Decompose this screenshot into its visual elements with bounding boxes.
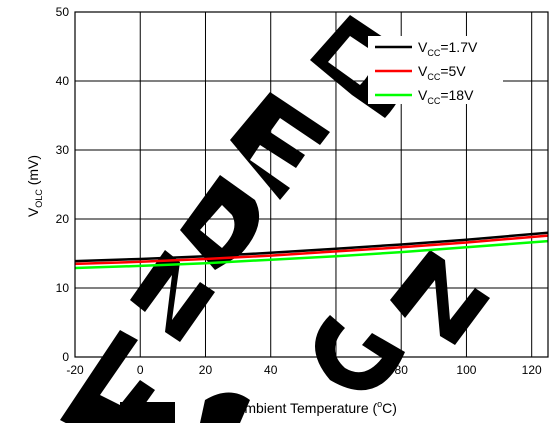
x-tick-label: 0 <box>137 363 144 377</box>
x-axis-title-unit: C <box>382 400 392 416</box>
plot-lines <box>74 231 549 270</box>
x-tick-label: 40 <box>264 363 278 377</box>
y-tick-label: 20 <box>56 212 70 226</box>
plot-frame <box>74 11 549 358</box>
x-axis-title-close: ) <box>392 400 397 416</box>
y-axis-title-main: V <box>25 207 41 217</box>
y-tick-label: 50 <box>56 5 70 19</box>
watermark-shape <box>60 330 155 423</box>
y-tick-label: 0 <box>62 350 69 364</box>
x-axis-title-main: Ambient Temperature ( <box>235 400 377 416</box>
legend-label-vcc-5v: VCC=5V <box>418 63 466 82</box>
y-tick-label: 10 <box>56 281 70 295</box>
watermark-shape <box>230 92 330 200</box>
x-tick-label: -20 <box>66 363 84 377</box>
watermark-shape <box>390 250 490 345</box>
legend-label-vcc-1-7v: VCC=1.7V <box>418 39 478 58</box>
x-tick-label: 100 <box>456 363 476 377</box>
grid <box>75 12 548 357</box>
legend-label-vcc-18v: VCC=18V <box>418 87 474 106</box>
x-tick-label: 120 <box>522 363 542 377</box>
y-tick-label: 40 <box>56 74 70 88</box>
x-tick-label: 60 <box>329 363 343 377</box>
legend: VCC=1.7V VCC=5V VCC=18V <box>368 36 503 106</box>
y-ticks: 0 10 20 30 40 50 <box>56 5 70 364</box>
x-tick-label: 20 <box>199 363 213 377</box>
watermark-shape <box>200 392 250 423</box>
watermark-shape <box>180 175 260 270</box>
watermark-shape <box>315 315 405 391</box>
x-axis-title: Ambient Temperature (oC) <box>235 399 397 416</box>
x-tick-label: 80 <box>395 363 409 377</box>
series-line-vcc-1-7v <box>74 231 549 263</box>
x-ticks: -20 0 20 40 60 80 100 120 <box>66 363 542 377</box>
y-tick-label: 30 <box>56 143 70 157</box>
series-line-vcc-18v <box>74 239 549 270</box>
x-axis-title-degree: o <box>377 399 382 409</box>
y-axis-title-sub: OLC <box>34 189 44 208</box>
watermark-shape <box>130 250 215 342</box>
y-axis-title: VOLC (mV) <box>25 155 44 217</box>
watermark-shape <box>120 402 175 423</box>
y-axis-title-unit: (mV) <box>25 155 41 189</box>
series-line-vcc-5v <box>74 234 549 266</box>
